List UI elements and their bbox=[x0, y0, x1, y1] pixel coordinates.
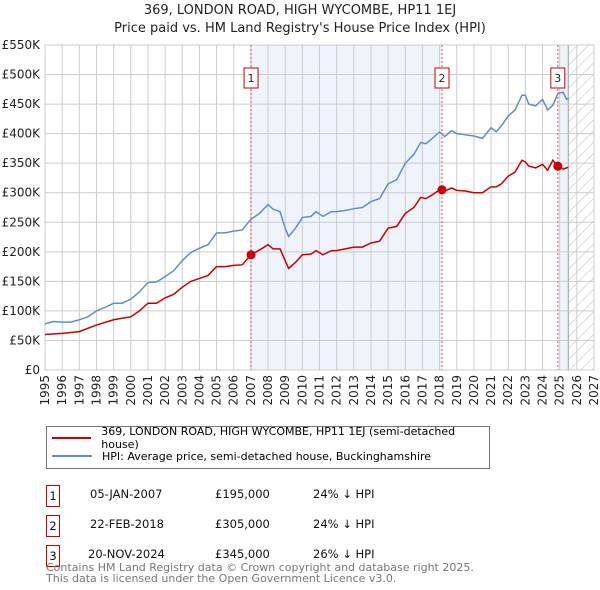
sale-price: £345,000 bbox=[215, 547, 270, 561]
x-tick-label: 2019 bbox=[450, 375, 464, 406]
y-tick-label: £200K bbox=[2, 245, 42, 259]
sale-hpi-diff: 24% ↓ HPI bbox=[313, 517, 375, 531]
x-tick-label: 2006 bbox=[227, 375, 241, 406]
x-tick-label: 2025 bbox=[553, 375, 567, 406]
sale-point bbox=[553, 161, 563, 171]
sale-label: 3 bbox=[554, 72, 561, 85]
x-tick-label: 2022 bbox=[501, 375, 515, 406]
x-tick-label: 2000 bbox=[124, 375, 138, 406]
x-tick-label: 2011 bbox=[313, 375, 327, 406]
x-tick-label: 2002 bbox=[158, 375, 172, 406]
sale-label-box bbox=[550, 67, 566, 89]
sale-label: 1 bbox=[248, 72, 255, 85]
sale-point bbox=[437, 185, 447, 195]
y-tick-label: £500K bbox=[2, 68, 42, 82]
sale-number: 3 bbox=[46, 545, 60, 567]
x-tick-label: 2020 bbox=[467, 375, 481, 406]
x-tick-label: 2001 bbox=[141, 375, 155, 406]
y-tick-label: £150K bbox=[2, 274, 42, 288]
x-tick-label: 2005 bbox=[210, 375, 224, 406]
sale-point bbox=[246, 250, 256, 260]
sale-hpi-diff: 24% ↓ HPI bbox=[313, 487, 375, 501]
x-tick-label: 2009 bbox=[278, 375, 292, 406]
x-tick-label: 1996 bbox=[55, 375, 69, 406]
x-tick-label: 1999 bbox=[107, 375, 121, 406]
sale-label-box bbox=[243, 67, 259, 89]
legend: 369, LONDON ROAD, HIGH WYCOMBE, HP11 1EJ… bbox=[46, 425, 490, 469]
y-tick-label: £0 bbox=[25, 363, 40, 377]
x-tick-label: 2003 bbox=[175, 375, 189, 406]
y-tick-label: £300K bbox=[2, 186, 42, 200]
y-tick-label: £400K bbox=[2, 127, 42, 141]
x-tick-label: 1997 bbox=[72, 375, 86, 406]
x-tick-label: 2013 bbox=[347, 375, 361, 406]
legend-label-property: 369, LONDON ROAD, HIGH WYCOMBE, HP11 1EJ… bbox=[101, 425, 456, 451]
x-tick-label: 2014 bbox=[364, 375, 378, 406]
shaded-range bbox=[557, 45, 569, 370]
forecast-hatch bbox=[568, 45, 594, 370]
y-tick-label: £250K bbox=[2, 215, 42, 229]
x-tick-label: 2008 bbox=[261, 375, 275, 406]
y-tick-label: £100K bbox=[2, 304, 42, 318]
x-tick-label: 2007 bbox=[244, 375, 258, 406]
x-tick-label: 1995 bbox=[38, 375, 52, 406]
plot-frame bbox=[44, 44, 595, 371]
x-tick-label: 2004 bbox=[192, 375, 206, 406]
sale-price: £305,000 bbox=[215, 517, 270, 531]
x-tick-label: 1998 bbox=[89, 375, 103, 406]
legend-label-hpi: HPI: Average price, semi-detached house,… bbox=[102, 449, 432, 463]
x-tick-label: 2021 bbox=[484, 375, 498, 406]
legend-swatch-property bbox=[52, 437, 92, 439]
sale-price: £195,000 bbox=[215, 487, 270, 501]
sale-label-box bbox=[434, 67, 450, 89]
y-tick-label: £550K bbox=[2, 38, 42, 52]
sale-date: 22-FEB-2018 bbox=[90, 517, 164, 531]
footer-line-1: Contains HM Land Registry data © Crown c… bbox=[46, 561, 474, 574]
footer-line-2: This data is licensed under the Open Gov… bbox=[46, 572, 397, 585]
x-tick-label: 2017 bbox=[415, 375, 429, 406]
sale-number: 1 bbox=[46, 485, 60, 507]
y-tick-label: £350K bbox=[2, 156, 42, 170]
y-tick-label: £50K bbox=[9, 333, 41, 347]
hpi-line bbox=[44, 91, 569, 325]
x-tick-label: 2016 bbox=[398, 375, 412, 406]
x-tick-label: 2027 bbox=[587, 375, 600, 406]
x-tick-label: 2023 bbox=[518, 375, 532, 406]
property-price-line bbox=[44, 158, 569, 336]
x-tick-label: 2015 bbox=[381, 375, 395, 406]
x-tick-label: 2018 bbox=[433, 375, 447, 406]
legend-swatch-hpi bbox=[52, 455, 92, 457]
chart-subtitle: Price paid vs. HM Land Registry's House … bbox=[114, 21, 486, 36]
sale-number: 2 bbox=[46, 515, 60, 537]
shaded-range bbox=[251, 45, 442, 370]
x-tick-label: 2012 bbox=[330, 375, 344, 406]
sale-hpi-diff: 26% ↓ HPI bbox=[313, 547, 375, 561]
x-tick-label: 2026 bbox=[570, 375, 584, 406]
x-tick-label: 2024 bbox=[536, 375, 550, 406]
y-tick-label: £450K bbox=[2, 97, 42, 111]
chart-title: 369, LONDON ROAD, HIGH WYCOMBE, HP11 1EJ bbox=[143, 3, 457, 18]
sale-label: 2 bbox=[438, 72, 445, 85]
x-tick-label: 2010 bbox=[295, 375, 309, 406]
sale-date: 05-JAN-2007 bbox=[90, 487, 163, 501]
sale-date: 20-NOV-2024 bbox=[88, 547, 165, 561]
